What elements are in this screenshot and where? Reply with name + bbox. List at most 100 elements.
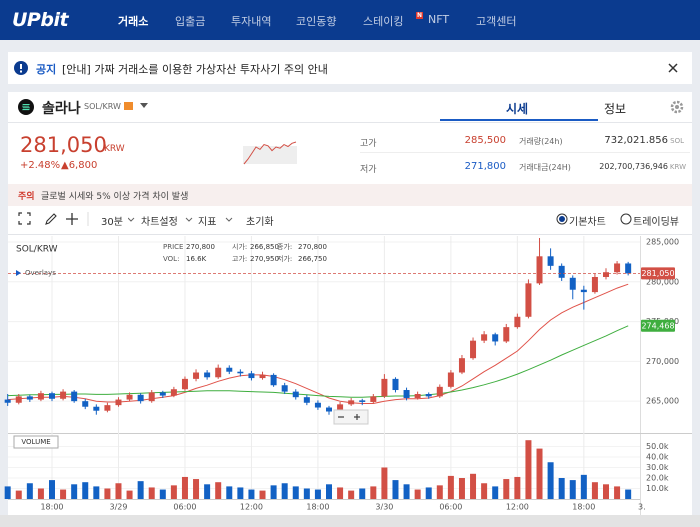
settings-icon[interactable] <box>670 100 684 114</box>
candle-body <box>181 378 188 390</box>
moving-average <box>7 283 629 404</box>
price-tag <box>641 267 675 280</box>
candle-body <box>591 276 598 293</box>
reset-button[interactable]: 초기화 <box>246 217 274 228</box>
candle-body <box>215 367 222 378</box>
candle-body <box>625 263 632 274</box>
candle-body <box>558 265 565 278</box>
volume-bar <box>126 490 133 499</box>
overlays-label: Overlays <box>25 269 56 277</box>
nav-item[interactable]: NFT <box>428 13 450 26</box>
volume-bar <box>314 489 321 499</box>
divider <box>8 122 692 123</box>
candle-body <box>414 393 421 398</box>
volume-bar <box>492 486 499 499</box>
candle-body <box>292 391 299 398</box>
y-tick-label: 10.0k <box>646 484 669 493</box>
candle-body <box>370 396 377 402</box>
x-tick-label: 3. <box>638 503 646 512</box>
candle-body <box>603 272 609 277</box>
candle-body <box>193 372 200 379</box>
volume-bar <box>392 480 399 499</box>
view-radios[interactable] <box>556 213 636 225</box>
coin-name: 솔라나 <box>42 101 81 117</box>
interval-select[interactable]: 30분 <box>101 217 123 228</box>
moving-average <box>7 325 629 398</box>
price-tag-label: 281,050 <box>641 269 674 278</box>
warning-text: 글로벌 시세와 5% 이상 가격 차이 발생 <box>41 192 189 202</box>
price-chart[interactable]: 265,000270,000275,000280,000285,00010.0k… <box>0 234 700 527</box>
notice-bar: 공지 [안내] 가짜 거래소를 이용한 가상자산 투자사기 주의 안내 <box>8 52 692 84</box>
pair-label: SOL/KRW <box>16 245 58 255</box>
candle-body <box>270 374 277 386</box>
nav-item[interactable]: 스테이킹 <box>363 15 404 28</box>
candle-body <box>436 386 443 397</box>
zoom-control[interactable] <box>333 409 369 425</box>
volume-bar <box>237 487 244 499</box>
volume-bar <box>170 485 177 499</box>
volume-bar <box>270 485 277 499</box>
volume-bar <box>159 489 166 499</box>
x-tick-label: 06:00 <box>173 503 196 512</box>
volume-bar <box>458 478 465 499</box>
view-option[interactable]: 기본차트 <box>569 217 606 228</box>
candle-body <box>614 263 621 273</box>
volume-bar <box>204 484 211 499</box>
candle-body <box>337 404 344 412</box>
tab-active[interactable]: 시세 <box>506 102 529 116</box>
warning-bar: 주의 글로벌 시세와 5% 이상 가격 차이 발생 <box>8 184 692 206</box>
nav-item[interactable]: 거래소 <box>118 15 149 28</box>
candle-body <box>137 394 144 402</box>
x-tick-label: 3/30 <box>375 503 393 512</box>
top-nav: UPbit 거래소 입출금 투자내역 코인동향 스테이킹 N NFT 고객센터 <box>0 0 700 40</box>
volume-bar <box>4 486 11 499</box>
nav-item[interactable]: 고객센터 <box>476 15 517 28</box>
volume-bar <box>614 486 621 499</box>
candle-body <box>326 407 332 412</box>
legend-label: 저가: <box>277 254 292 263</box>
notice-text[interactable]: [안내] 가짜 거래소를 이용한 가상자산 투자사기 주의 안내 <box>62 63 328 76</box>
volume-bar <box>514 476 521 499</box>
price-currency: KRW <box>104 144 125 154</box>
coin-tools[interactable] <box>124 101 150 111</box>
legend-label: 종가: <box>277 242 292 251</box>
volume-bar <box>104 488 111 499</box>
draw-tools[interactable] <box>18 212 98 226</box>
volume-bar <box>181 476 188 499</box>
legend-label: PRICE <box>163 243 183 251</box>
nav-item[interactable]: 코인동향 <box>296 15 337 28</box>
new-badge: N <box>416 12 424 19</box>
stat-label: 거래량(24h) <box>519 137 563 146</box>
logo[interactable]: UPbit <box>12 9 69 31</box>
view-option[interactable]: 트레이딩뷰 <box>633 217 679 228</box>
sparkline-line <box>243 141 297 165</box>
y-tick-label: 270,000 <box>646 357 679 366</box>
y-tick-label: 280,000 <box>646 277 679 286</box>
menu[interactable]: 지표 <box>198 217 217 228</box>
volume-bar <box>115 483 122 499</box>
candle-body <box>15 396 22 403</box>
change-rate: +2.48% <box>20 160 61 171</box>
volume-bar <box>215 482 222 499</box>
volume-bar <box>536 448 543 499</box>
volume-bar <box>193 479 200 499</box>
notice-tag: 공지 <box>36 63 57 76</box>
nav-item[interactable]: 입출금 <box>175 15 206 28</box>
nav-item[interactable]: 투자내역 <box>231 15 272 28</box>
close-button[interactable] <box>668 63 678 73</box>
candle-body <box>547 256 554 266</box>
overlay-toggle <box>16 270 21 276</box>
menu[interactable]: 차트설정 <box>141 217 178 228</box>
tab[interactable]: 정보 <box>604 102 627 116</box>
x-tick-label: 3/29 <box>109 503 127 512</box>
scrollbar[interactable] <box>0 515 700 527</box>
coin-pair: SOL/KRW <box>84 102 121 111</box>
candle-body <box>514 316 521 328</box>
y-tick-label: 30.0k <box>646 463 669 472</box>
volume-bar <box>71 484 78 499</box>
volume-bar <box>370 486 377 499</box>
y-tick-label: 50.0k <box>646 442 669 451</box>
volume-bar <box>337 487 344 499</box>
candle-body <box>458 358 465 373</box>
